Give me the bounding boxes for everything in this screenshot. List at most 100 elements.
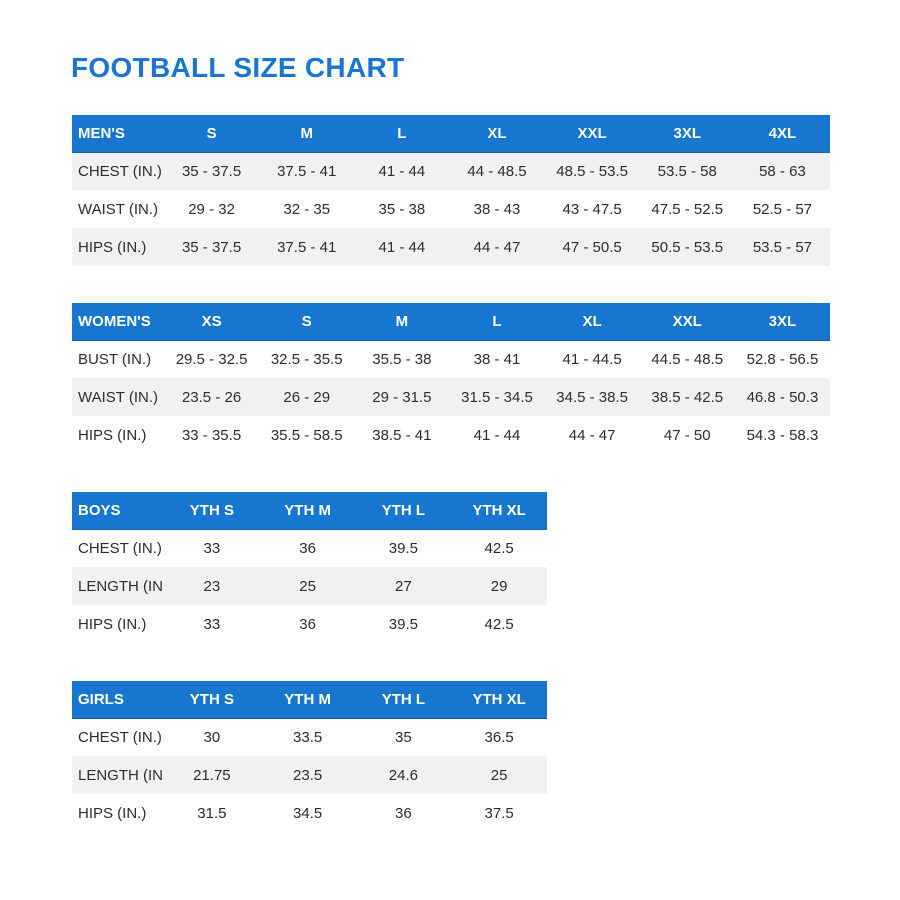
size-cell: 35 <box>355 718 452 756</box>
boys-table-title: BOYS <box>72 492 164 530</box>
size-cell: 39.5 <box>355 529 452 567</box>
row-label: WAIST (IN.) <box>72 378 164 416</box>
size-cell: 35 - 38 <box>354 190 450 228</box>
size-cell: 37.5 - 41 <box>259 152 355 190</box>
size-cell: 47.5 - 52.5 <box>639 190 735 228</box>
size-cell: 33 <box>164 605 260 643</box>
row-label: LENGTH (IN.) <box>72 756 164 794</box>
column-header: YTH L <box>355 492 452 530</box>
size-cell: 44.5 - 48.5 <box>639 340 735 378</box>
size-cell: 46.8 - 50.3 <box>734 378 830 416</box>
row-label: CHEST (IN.) <box>72 718 164 756</box>
row-label: HIPS (IN.) <box>72 794 164 832</box>
size-cell: 52.8 - 56.5 <box>734 340 830 378</box>
size-cell: 58 - 63 <box>734 152 830 190</box>
boys-size-table: BOYS YTH S YTH M YTH L YTH XL CHEST (IN.… <box>72 492 547 643</box>
womens-size-table: WOMEN'S XS S M L XL XXL 3XL BUST (IN.) 2… <box>72 303 830 454</box>
size-cell: 29.5 - 32.5 <box>164 340 260 378</box>
size-cell: 42.5 <box>451 605 547 643</box>
column-header: XL <box>449 115 545 153</box>
row-label: HIPS (IN.) <box>72 228 164 266</box>
size-cell: 48.5 - 53.5 <box>544 152 640 190</box>
size-cell: 24.6 <box>355 756 452 794</box>
size-cell: 36 <box>259 529 356 567</box>
size-cell: 44 - 47 <box>544 416 640 454</box>
size-cell: 41 - 44.5 <box>544 340 640 378</box>
size-cell: 39.5 <box>355 605 452 643</box>
column-header: YTH XL <box>451 681 547 719</box>
size-cell: 47 - 50.5 <box>544 228 640 266</box>
size-cell: 44 - 47 <box>449 228 545 266</box>
column-header: XS <box>164 303 260 341</box>
row-label: CHEST (IN.) <box>72 529 164 567</box>
size-cell: 30 <box>164 718 260 756</box>
size-cell: 38 - 43 <box>449 190 545 228</box>
size-cell: 41 - 44 <box>354 152 450 190</box>
column-header: YTH S <box>164 681 260 719</box>
size-cell: 53.5 - 57 <box>734 228 830 266</box>
size-cell: 25 <box>451 756 547 794</box>
size-cell: 29 <box>451 567 547 605</box>
row-label: LENGTH (IN.) <box>72 567 164 605</box>
size-cell: 35.5 - 58.5 <box>259 416 355 454</box>
size-cell: 21.75 <box>164 756 260 794</box>
mens-size-table: MEN'S S M L XL XXL 3XL 4XL CHEST (IN.) 3… <box>72 115 830 266</box>
size-cell: 36 <box>259 605 356 643</box>
table-row-length: LENGTH (IN.) 23 25 27 29 <box>72 567 547 605</box>
size-cell: 50.5 - 53.5 <box>639 228 735 266</box>
size-cell: 38.5 - 42.5 <box>639 378 735 416</box>
table-row-waist: WAIST (IN.) 29 - 32 32 - 35 35 - 38 38 -… <box>72 190 830 228</box>
size-cell: 41 - 44 <box>354 228 450 266</box>
column-header: M <box>259 115 355 153</box>
size-cell: 31.5 - 34.5 <box>449 378 545 416</box>
girls-table-title: GIRLS <box>72 681 164 719</box>
table-row-hips: HIPS (IN.) 33 - 35.5 35.5 - 58.5 38.5 - … <box>72 416 830 454</box>
size-cell: 31.5 <box>164 794 260 832</box>
table-row-hips: HIPS (IN.) 35 - 37.5 37.5 - 41 41 - 44 4… <box>72 228 830 266</box>
column-header: XL <box>544 303 640 341</box>
size-cell: 26 - 29 <box>259 378 355 416</box>
column-header: S <box>259 303 355 341</box>
column-header: YTH M <box>259 681 356 719</box>
table-row-hips: HIPS (IN.) 31.5 34.5 36 37.5 <box>72 794 547 832</box>
size-cell: 23 <box>164 567 260 605</box>
size-cell: 38.5 - 41 <box>354 416 450 454</box>
row-label: BUST (IN.) <box>72 340 164 378</box>
table-row-chest: CHEST (IN.) 35 - 37.5 37.5 - 41 41 - 44 … <box>72 152 830 190</box>
column-header: XXL <box>544 115 640 153</box>
column-header: 4XL <box>734 115 830 153</box>
row-label: HIPS (IN.) <box>72 605 164 643</box>
column-header: L <box>449 303 545 341</box>
size-cell: 35 - 37.5 <box>164 228 260 266</box>
size-cell: 36 <box>355 794 452 832</box>
size-cell: 32.5 - 35.5 <box>259 340 355 378</box>
size-cell: 27 <box>355 567 452 605</box>
size-cell: 36.5 <box>451 718 547 756</box>
column-header: YTH M <box>259 492 356 530</box>
size-cell: 34.5 <box>259 794 356 832</box>
table-row-length: LENGTH (IN.) 21.75 23.5 24.6 25 <box>72 756 547 794</box>
size-cell: 38 - 41 <box>449 340 545 378</box>
row-label: WAIST (IN.) <box>72 190 164 228</box>
column-header: S <box>164 115 260 153</box>
size-cell: 54.3 - 58.3 <box>734 416 830 454</box>
size-cell: 29 - 32 <box>164 190 260 228</box>
column-header: YTH L <box>355 681 452 719</box>
table-row-chest: CHEST (IN.) 33 36 39.5 42.5 <box>72 529 547 567</box>
size-cell: 41 - 44 <box>449 416 545 454</box>
size-cell: 52.5 - 57 <box>734 190 830 228</box>
mens-header-row: MEN'S S M L XL XXL 3XL 4XL <box>72 115 830 153</box>
size-cell: 37.5 - 41 <box>259 228 355 266</box>
womens-table-title: WOMEN'S <box>72 303 164 341</box>
size-cell: 53.5 - 58 <box>639 152 735 190</box>
size-cell: 23.5 - 26 <box>164 378 260 416</box>
column-header: M <box>354 303 450 341</box>
table-row-bust: BUST (IN.) 29.5 - 32.5 32.5 - 35.5 35.5 … <box>72 340 830 378</box>
row-label: HIPS (IN.) <box>72 416 164 454</box>
page-title: FOOTBALL SIZE CHART <box>71 52 405 83</box>
column-header: L <box>354 115 450 153</box>
size-cell: 33.5 <box>259 718 356 756</box>
column-header: 3XL <box>639 115 735 153</box>
size-cell: 43 - 47.5 <box>544 190 640 228</box>
